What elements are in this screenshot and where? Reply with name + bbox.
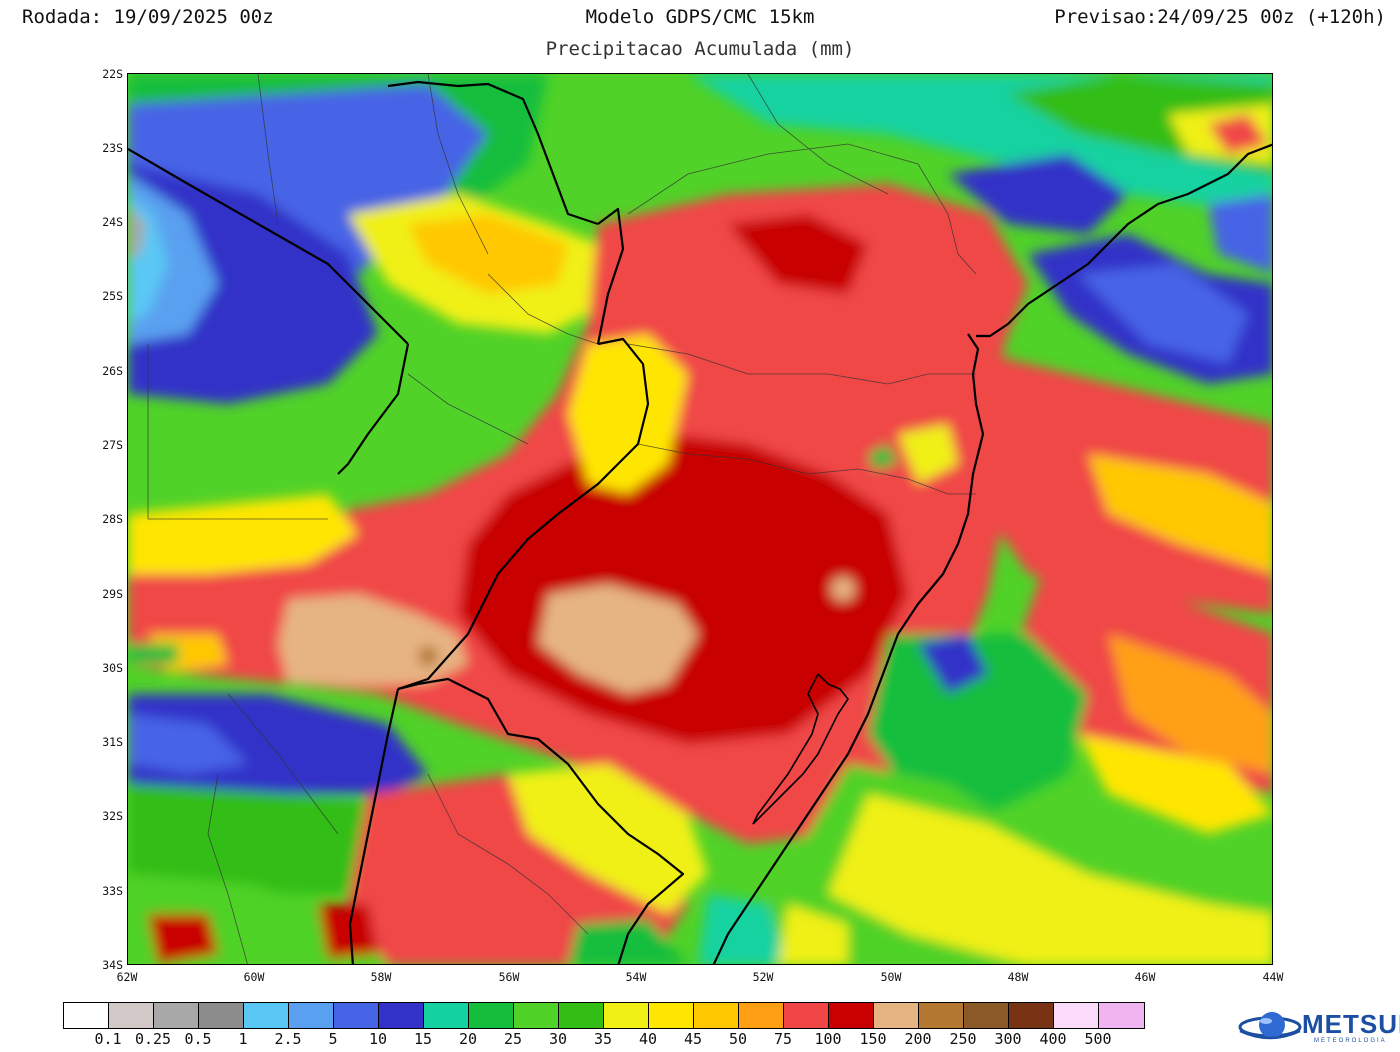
lat-label-26s: 26S: [102, 364, 123, 378]
colorbar-tick-label: 40: [638, 1030, 658, 1048]
colorbar-tick-label: 0.5: [184, 1030, 212, 1048]
lon-label-62w: 62W: [116, 970, 138, 984]
colorbar-swatch: [739, 1003, 784, 1028]
precipitation-map: [127, 73, 1273, 965]
colorbar-swatch: [289, 1003, 334, 1028]
lat-label-31s: 31S: [102, 735, 123, 749]
lon-label-60w: 60W: [243, 970, 265, 984]
colorbar-tick-label: 30: [548, 1030, 568, 1048]
colorbar-swatch: [964, 1003, 1009, 1028]
lon-label-58w: 58W: [370, 970, 392, 984]
colorbar-tick-label: 500: [1084, 1030, 1112, 1048]
colorbar-tick-label: 150: [859, 1030, 887, 1048]
colorbar-tick-label: 0.1: [94, 1030, 122, 1048]
colorbar-tick-label: 45: [683, 1030, 703, 1048]
lat-label-32s: 32S: [102, 809, 123, 823]
lat-label-33s: 33S: [102, 884, 123, 898]
lat-label-23s: 23S: [102, 141, 123, 155]
forecast-time-label: Previsao:24/09/25 00z (+120h): [1054, 6, 1386, 28]
colorbar-tick-label: 20: [458, 1030, 478, 1048]
lat-label-22s: 22S: [102, 67, 123, 81]
colorbar-tick-label: 5: [328, 1030, 338, 1048]
colorbar-swatch: [334, 1003, 379, 1028]
colorbar-swatch: [109, 1003, 154, 1028]
colorbar-tick-label: 300: [994, 1030, 1022, 1048]
colorbar-swatch: [424, 1003, 469, 1028]
colorbar-tick-label: 2.5: [274, 1030, 302, 1048]
run-time-label: Rodada: 19/09/2025 00z: [22, 6, 274, 28]
colorbar-tick-label: 1: [238, 1030, 248, 1048]
colorbar-swatch: [199, 1003, 244, 1028]
lon-label-44w: 44W: [1262, 970, 1284, 984]
lat-label-29s: 29S: [102, 587, 123, 601]
metsul-logo-subtext: METEOROLOGIA: [1314, 1038, 1387, 1044]
lat-label-24s: 24S: [102, 215, 123, 229]
colorbar-tick-label: 100: [814, 1030, 842, 1048]
lon-label-54w: 54W: [625, 970, 647, 984]
colorbar-tick-label: 10: [368, 1030, 388, 1048]
colorbar-swatch: [559, 1003, 604, 1028]
model-title: Modelo GDPS/CMC 15km: [585, 6, 815, 28]
lon-label-56w: 56W: [498, 970, 520, 984]
lat-label-34s: 34S: [102, 958, 123, 972]
colorbar-swatch: [874, 1003, 919, 1028]
colorbar-swatch: [244, 1003, 289, 1028]
colorbar-tick-label: 200: [904, 1030, 932, 1048]
colorbar-tick-label: 400: [1039, 1030, 1067, 1048]
metsul-logo-text: METSUL: [1302, 1009, 1400, 1039]
lat-label-28s: 28S: [102, 512, 123, 526]
colorbar-tick-label: 25: [503, 1030, 523, 1048]
country-borders: [128, 80, 1272, 964]
colorbar-swatch: [694, 1003, 739, 1028]
colorbar-tick-label: 0.25: [134, 1030, 172, 1048]
colorbar-tick-label: 75: [773, 1030, 793, 1048]
lagoa-dos-patos: [752, 673, 849, 825]
lon-label-50w: 50W: [880, 970, 902, 984]
colorbar-swatch: [919, 1003, 964, 1028]
colorbar-tick-label: 250: [949, 1030, 977, 1048]
colorbar-swatch: [379, 1003, 424, 1028]
colorbar-swatch: [784, 1003, 829, 1028]
lon-label-52w: 52W: [752, 970, 774, 984]
colorbar-swatch: [829, 1003, 874, 1028]
colorbar-swatch: [64, 1003, 109, 1028]
lat-label-25s: 25S: [102, 289, 123, 303]
colorbar-swatch: [1009, 1003, 1054, 1028]
state-borders: [147, 74, 977, 964]
colorbar-swatch: [154, 1003, 199, 1028]
colorbar-swatch: [1054, 1003, 1099, 1028]
colorbar-swatch: [469, 1003, 514, 1028]
colorbar-tick-label: 50: [728, 1030, 748, 1048]
colorbar-swatch: [514, 1003, 559, 1028]
colorbar-tick-label: 35: [593, 1030, 613, 1048]
map-subtitle: Precipitacao Acumulada (mm): [545, 38, 855, 60]
lon-label-46w: 46W: [1134, 970, 1156, 984]
precipitation-field: [128, 74, 1272, 964]
colorbar-swatch: [649, 1003, 694, 1028]
colorbar-tick-label: 15: [413, 1030, 433, 1048]
lat-label-27s: 27S: [102, 438, 123, 452]
precipitation-colorbar: [63, 1002, 1145, 1029]
colorbar-swatch: [1099, 1003, 1144, 1028]
colorbar-swatch: [604, 1003, 649, 1028]
lon-label-48w: 48W: [1007, 970, 1029, 984]
lat-label-30s: 30S: [102, 661, 123, 675]
metsul-globe-icon: [1238, 1012, 1302, 1040]
